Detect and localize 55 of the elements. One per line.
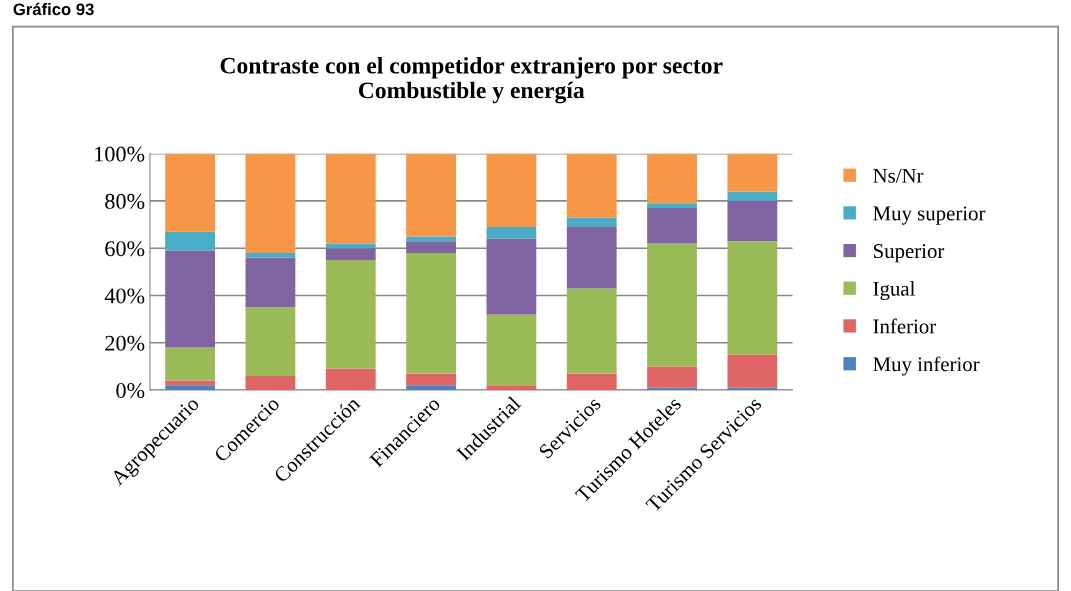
legend-label: Superior bbox=[873, 244, 945, 263]
bar bbox=[406, 153, 456, 237]
bar bbox=[486, 385, 537, 391]
bar bbox=[165, 347, 215, 381]
bar bbox=[406, 236, 456, 242]
bar bbox=[727, 354, 778, 388]
legend-label: Ns/Nr bbox=[873, 168, 924, 183]
y-tick-label: 60% bbox=[105, 241, 145, 257]
bar bbox=[727, 191, 778, 201]
bar bbox=[245, 257, 296, 308]
bar bbox=[406, 241, 456, 253]
y-tick-label: 40% bbox=[104, 288, 145, 304]
bar bbox=[406, 385, 456, 391]
bar bbox=[566, 153, 617, 218]
bar bbox=[566, 217, 617, 227]
bar bbox=[727, 200, 778, 242]
bar bbox=[165, 250, 215, 348]
bar bbox=[566, 373, 617, 391]
bar bbox=[647, 208, 697, 244]
bar bbox=[727, 153, 778, 192]
y-tick-label: 0% bbox=[116, 382, 145, 399]
bar bbox=[647, 203, 697, 209]
bar bbox=[245, 252, 296, 258]
bar bbox=[486, 226, 537, 239]
bar bbox=[325, 248, 376, 261]
bar bbox=[727, 241, 778, 355]
legend-label: Igual bbox=[873, 281, 915, 301]
bar bbox=[245, 375, 296, 391]
text: Gráfico 93 bbox=[13, 2, 94, 16]
bar bbox=[165, 231, 215, 251]
bar bbox=[647, 366, 697, 388]
bar bbox=[325, 243, 376, 249]
bar bbox=[566, 226, 617, 289]
bar bbox=[566, 288, 617, 374]
bar bbox=[325, 368, 376, 391]
bar bbox=[486, 238, 537, 315]
bar bbox=[406, 373, 456, 386]
legend-label: Muy superior bbox=[873, 206, 986, 225]
bar bbox=[325, 260, 376, 369]
bar bbox=[325, 153, 376, 244]
y-tick-label: 80% bbox=[105, 193, 145, 209]
legend-label: Muy inferior bbox=[873, 356, 980, 376]
bar bbox=[165, 153, 215, 232]
bar bbox=[406, 252, 456, 374]
bar bbox=[245, 307, 296, 376]
chart-title: Contraste con el competidor extranjero por sector Combustible y energía bbox=[220, 57, 723, 104]
bar bbox=[647, 153, 697, 204]
bar bbox=[165, 385, 215, 391]
legend-label: Inferior bbox=[873, 318, 937, 334]
bar bbox=[486, 153, 537, 227]
y-tick-label: 100% bbox=[95, 146, 145, 162]
bar bbox=[647, 243, 697, 367]
bar bbox=[486, 314, 537, 386]
bar bbox=[245, 153, 296, 253]
y-tick-label: 20% bbox=[105, 335, 145, 351]
